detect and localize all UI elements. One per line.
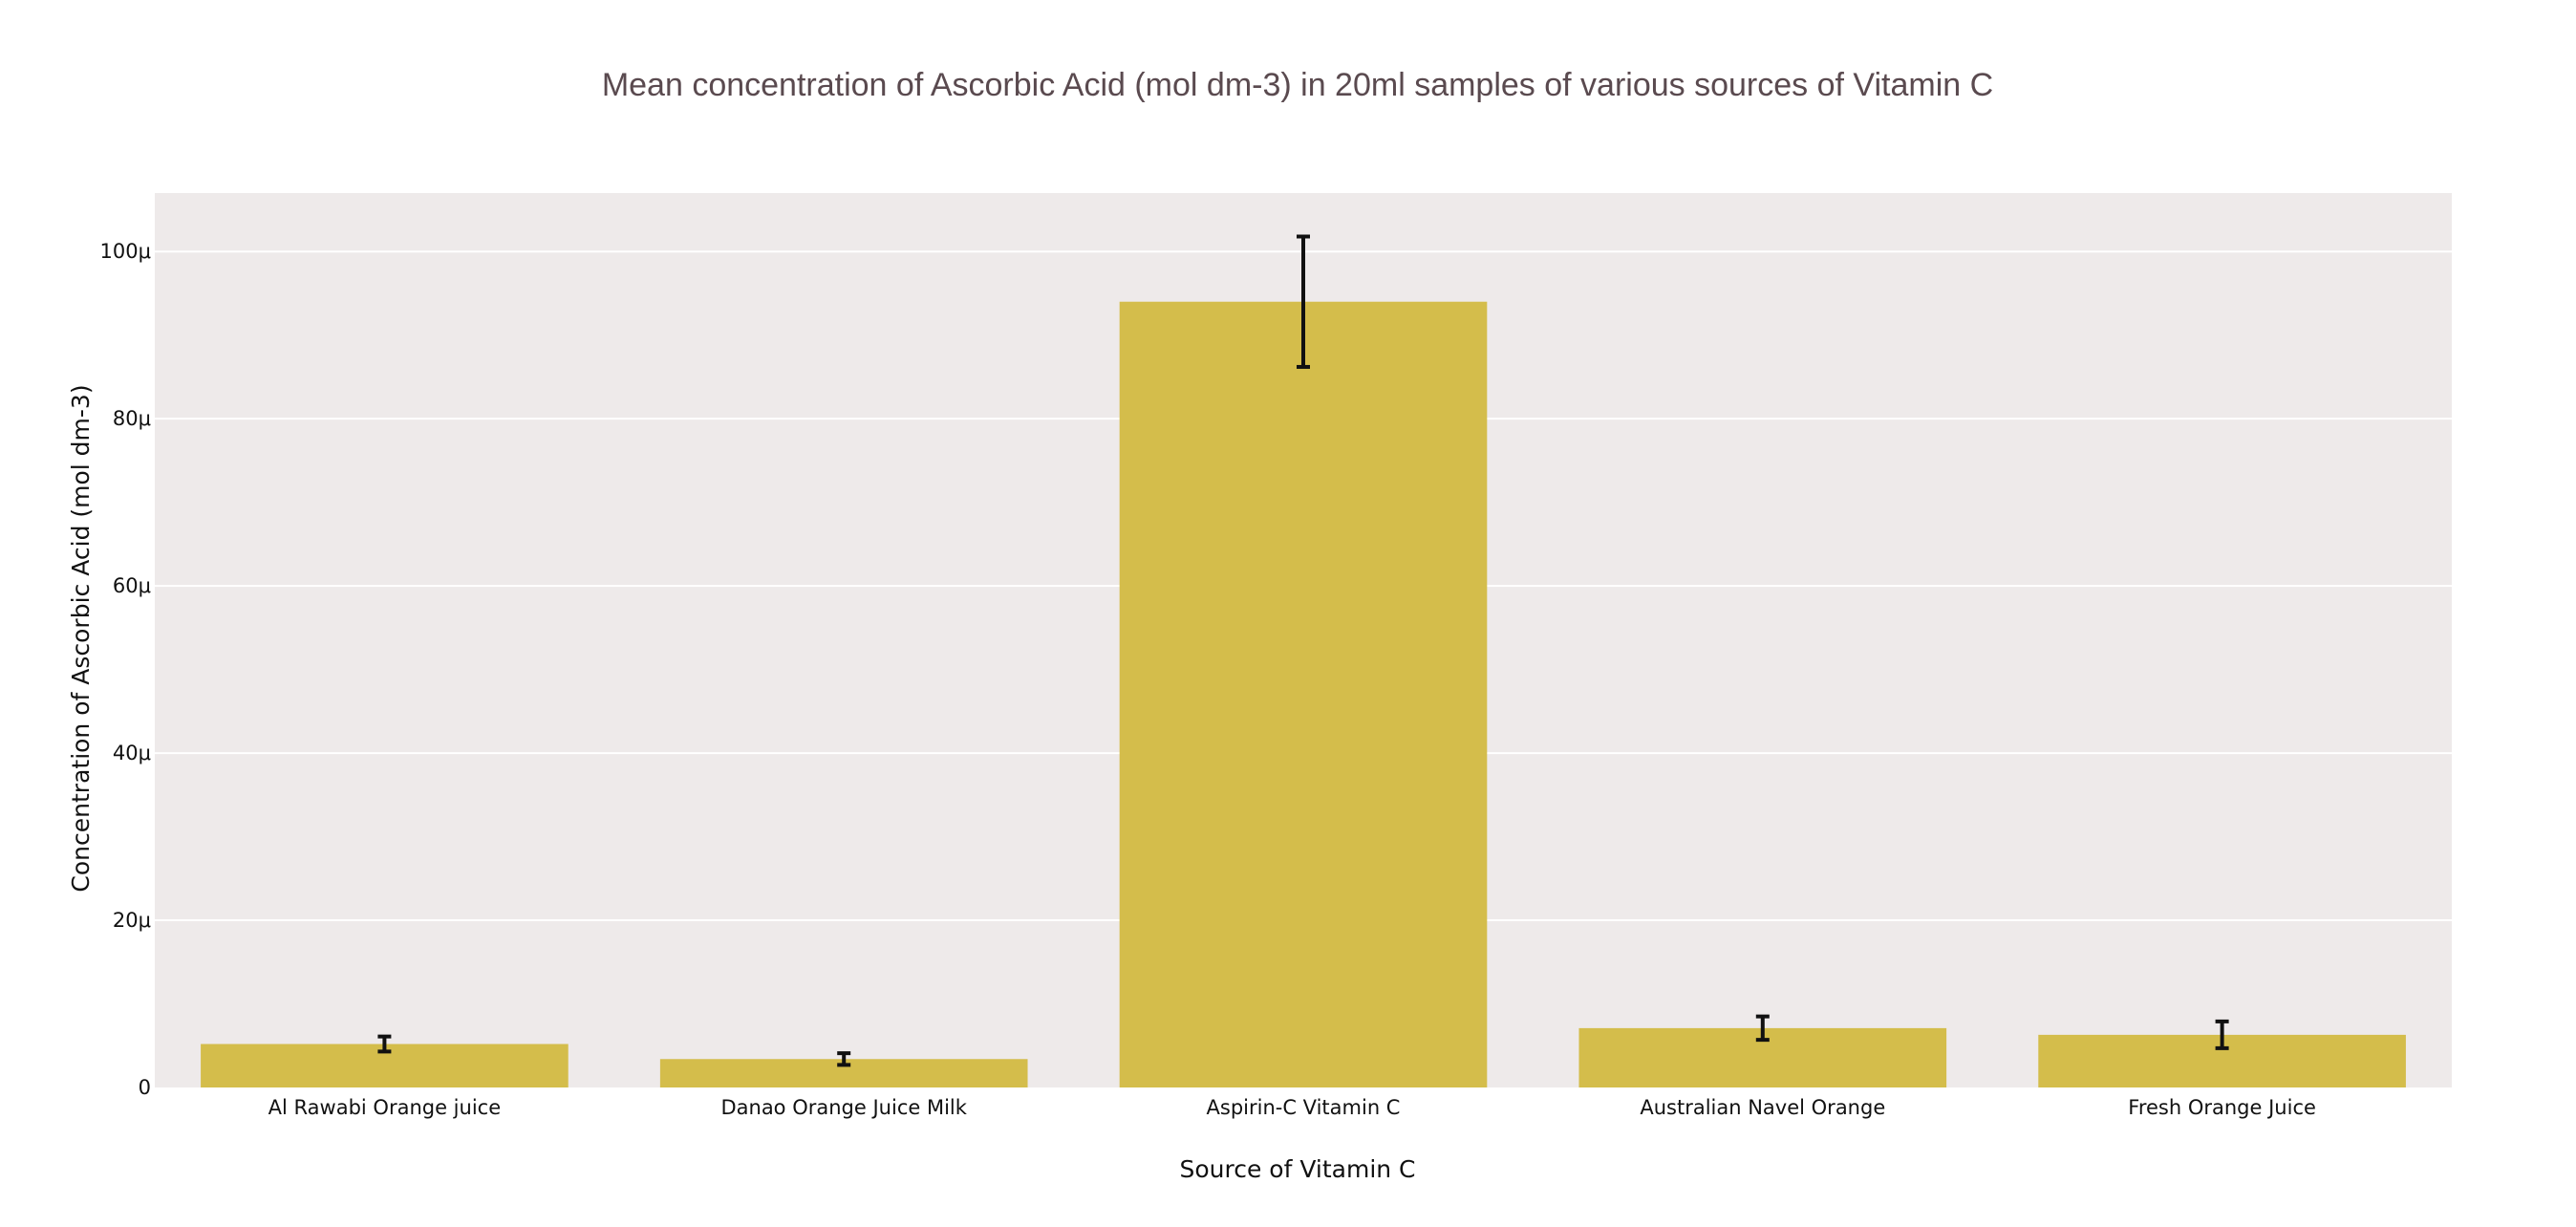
error-bar <box>1755 1014 1770 1043</box>
x-tick-label: Aspirin-C Vitamin C <box>1207 1096 1401 1119</box>
x-tick-label: Australian Navel Orange <box>1640 1096 1885 1119</box>
error-bar <box>377 1034 392 1054</box>
chart-title: Mean concentration of Ascorbic Acid (mol… <box>602 67 1993 103</box>
x-tick-label: Fresh Orange Juice <box>2128 1096 2316 1119</box>
y-tick-label: 0 <box>139 1076 151 1099</box>
x-axis-ticks: Al Rawabi Orange juice Danao Orange Juice… <box>268 1096 2316 1119</box>
error-bars <box>377 234 2229 1067</box>
y-axis-ticks: 0 20μ 40μ 60μ 80μ 100μ <box>100 240 151 1099</box>
x-tick-label: Al Rawabi Orange juice <box>268 1096 501 1119</box>
y-tick-label: 80μ <box>113 407 151 430</box>
bars <box>201 301 2406 1088</box>
y-tick-label: 40μ <box>113 742 151 764</box>
error-bar <box>2215 1019 2229 1050</box>
y-axis-title: Concentration of Ascorbic Acid (mol dm-3… <box>67 384 95 892</box>
y-tick-label: 60μ <box>113 574 151 597</box>
y-tick-label: 20μ <box>113 909 151 932</box>
x-axis-title: Source of Vitamin C <box>1179 1155 1415 1183</box>
error-bar <box>1297 234 1310 369</box>
error-bar <box>837 1051 851 1067</box>
y-tick-label: 100μ <box>100 240 151 263</box>
x-tick-label: Danao Orange Juice Milk <box>720 1096 967 1119</box>
bar <box>1119 301 1488 1088</box>
